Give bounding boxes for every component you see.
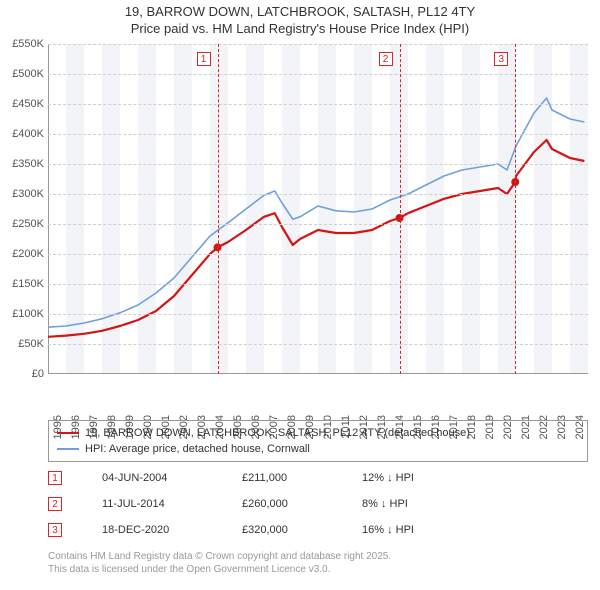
grid-line	[48, 134, 588, 135]
y-tick-label: £400K	[2, 128, 44, 140]
title-block: 19, BARROW DOWN, LATCHBROOK, SALTASH, PL…	[0, 0, 600, 40]
event-row: 3 18-DEC-2020 £320,000 16% ↓ HPI	[48, 517, 588, 543]
footer-line1: Contains HM Land Registry data © Crown c…	[48, 550, 391, 563]
y-tick-label: £300K	[2, 188, 44, 200]
y-tick-label: £550K	[2, 38, 44, 50]
legend: 19, BARROW DOWN, LATCHBROOK, SALTASH, PL…	[48, 420, 588, 462]
event-price: £211,000	[242, 472, 362, 484]
footer: Contains HM Land Registry data © Crown c…	[48, 550, 391, 576]
series-line-price_paid	[48, 140, 584, 337]
event-marker-box: 3	[494, 52, 508, 66]
y-tick-label: £50K	[2, 338, 44, 350]
y-tick-label: £150K	[2, 278, 44, 290]
chart-container: 19, BARROW DOWN, LATCHBROOK, SALTASH, PL…	[0, 0, 600, 590]
event-num: 1	[48, 471, 62, 485]
legend-label-hpi: HPI: Average price, detached house, Corn…	[85, 441, 310, 457]
event-row: 2 11-JUL-2014 £260,000 8% ↓ HPI	[48, 491, 588, 517]
y-tick-label: £500K	[2, 68, 44, 80]
legend-swatch-price	[57, 432, 79, 434]
grid-line	[48, 194, 588, 195]
event-num: 3	[48, 523, 62, 537]
chart-svg	[48, 44, 588, 374]
footer-line2: This data is licensed under the Open Gov…	[48, 563, 391, 576]
event-date: 11-JUL-2014	[102, 498, 242, 510]
y-tick-label: £0	[2, 368, 44, 380]
event-diff: 12% ↓ HPI	[362, 472, 522, 484]
y-tick-label: £250K	[2, 218, 44, 230]
legend-row-price: 19, BARROW DOWN, LATCHBROOK, SALTASH, PL…	[57, 425, 579, 441]
grid-line	[48, 224, 588, 225]
legend-row-hpi: HPI: Average price, detached house, Corn…	[57, 441, 579, 457]
event-price: £320,000	[242, 524, 362, 536]
grid-line	[48, 104, 588, 105]
title-line1: 19, BARROW DOWN, LATCHBROOK, SALTASH, PL…	[0, 4, 600, 21]
y-tick-label: £450K	[2, 98, 44, 110]
legend-label-price: 19, BARROW DOWN, LATCHBROOK, SALTASH, PL…	[85, 425, 470, 441]
event-diff: 16% ↓ HPI	[362, 524, 522, 536]
legend-swatch-hpi	[57, 448, 79, 450]
title-line2: Price paid vs. HM Land Registry's House …	[0, 21, 600, 38]
event-num: 2	[48, 497, 62, 511]
grid-line	[48, 284, 588, 285]
event-line	[400, 44, 401, 374]
event-date: 04-JUN-2004	[102, 472, 242, 484]
grid-line	[48, 314, 588, 315]
event-date: 18-DEC-2020	[102, 524, 242, 536]
event-row: 1 04-JUN-2004 £211,000 12% ↓ HPI	[48, 465, 588, 491]
y-tick-label: £350K	[2, 158, 44, 170]
grid-line	[48, 44, 588, 45]
event-marker-box: 1	[197, 52, 211, 66]
series-line-hpi	[48, 98, 584, 327]
event-marker-box: 2	[379, 52, 393, 66]
events-table: 1 04-JUN-2004 £211,000 12% ↓ HPI 2 11-JU…	[48, 465, 588, 543]
grid-line	[48, 74, 588, 75]
event-price: £260,000	[242, 498, 362, 510]
event-line	[218, 44, 219, 374]
grid-line	[48, 344, 588, 345]
grid-line	[48, 254, 588, 255]
chart-area: £0£50K£100K£150K£200K£250K£300K£350K£400…	[48, 44, 588, 374]
grid-line	[48, 164, 588, 165]
event-line	[515, 44, 516, 374]
event-diff: 8% ↓ HPI	[362, 498, 522, 510]
y-tick-label: £200K	[2, 248, 44, 260]
y-tick-label: £100K	[2, 308, 44, 320]
